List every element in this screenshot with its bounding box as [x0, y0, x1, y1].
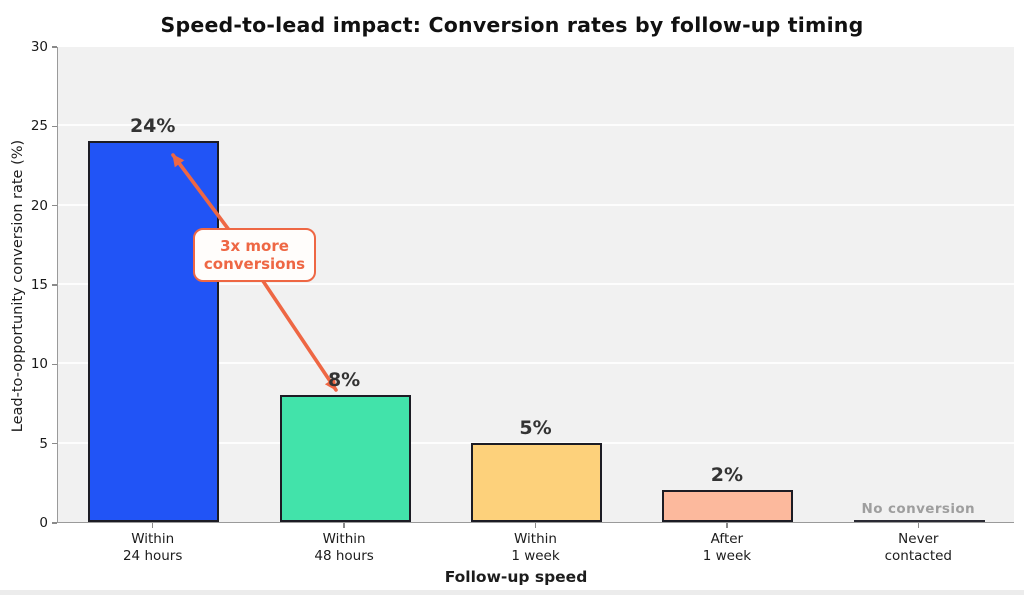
x-tick-label-within-24-hours: Within 24 hours — [122, 531, 183, 564]
y-tick-mark-25 — [52, 125, 57, 128]
value-label-after-1-week: 2% — [710, 464, 744, 487]
gridline-25 — [58, 124, 1014, 127]
y-tick-mark-0 — [52, 522, 57, 524]
annotation-line-1: 3x more — [220, 237, 289, 255]
y-tick-label-25: 25 — [30, 118, 48, 135]
y-tick-label-20: 20 — [30, 197, 48, 214]
x-tick-label-within-48-hours: Within 48 hours — [314, 531, 374, 564]
value-label-within-24-hours: 24% — [129, 115, 176, 138]
y-tick-mark-30 — [52, 46, 57, 48]
y-tick-mark-5 — [52, 442, 57, 445]
x-tick-label-within-1-week: Within 1 week — [511, 531, 560, 564]
x-tick-mark-within-1-week — [534, 523, 537, 528]
gridline-15 — [58, 283, 1014, 285]
y-tick-mark-20 — [52, 204, 57, 207]
bottom-edge-artifact — [0, 590, 1024, 595]
value-label-within-1-week: 5% — [519, 416, 552, 439]
gridline-20 — [58, 203, 1014, 206]
x-axis-title: Follow-up speed — [444, 568, 588, 586]
annotation-line-2: conversions — [203, 255, 306, 273]
x-tick-mark-never-contacted — [917, 523, 919, 528]
x-tick-mark-within-24-hours — [152, 523, 154, 528]
y-tick-label-5: 5 — [39, 435, 48, 452]
gridline-10 — [58, 362, 1014, 365]
gridline-30 — [58, 45, 1014, 47]
chart-title: Speed-to-lead impact: Conversion rates b… — [160, 13, 864, 37]
x-tick-label-after-1-week: After 1 week — [702, 531, 752, 564]
x-tick-mark-after-1-week — [726, 523, 728, 528]
bar-within-24-hours — [88, 141, 220, 522]
plot-area — [57, 45, 1014, 523]
x-tick-mark-within-48-hours — [343, 523, 345, 528]
bar-after-1-week — [662, 490, 794, 522]
y-tick-label-30: 30 — [30, 39, 48, 55]
value-label-never-contacted: No conversion — [861, 501, 976, 517]
bar-within-48-hours — [279, 395, 411, 522]
x-tick-label-never-contacted: Never contacted — [884, 531, 952, 564]
annotation-callout: 3x more conversions — [193, 228, 316, 282]
y-tick-label-15: 15 — [30, 277, 48, 293]
y-tick-label-0: 0 — [39, 515, 48, 531]
y-tick-label-10: 10 — [30, 356, 48, 373]
bar-within-1-week — [471, 442, 602, 522]
y-tick-mark-15 — [52, 284, 57, 286]
bar-never-contacted-zero — [853, 520, 985, 522]
y-tick-mark-10 — [52, 363, 57, 366]
value-label-within-48-hours: 8% — [327, 369, 361, 392]
